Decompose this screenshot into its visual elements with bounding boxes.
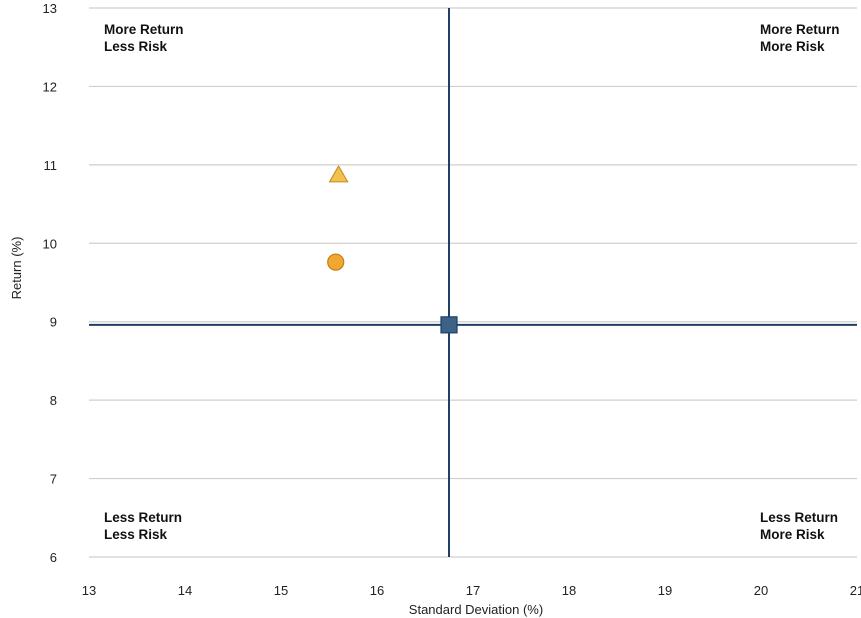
quadrant-label-bottom-right: Less Return More Risk: [760, 510, 838, 542]
y-tick-label-11: 11: [44, 158, 58, 173]
quadrant-bottom-right-line1: Less Return: [760, 510, 838, 525]
quadrant-top-right-line1: More Return: [760, 22, 840, 37]
quadrant-top-left-line2: Less Risk: [104, 39, 168, 54]
x-tick-label-19: 19: [658, 583, 672, 598]
x-tick-label-21: 21: [850, 583, 861, 598]
x-axis-ticks: 13 14 15 16 17 18 19 20 21: [82, 583, 861, 598]
x-tick-label-20: 20: [754, 583, 768, 598]
x-tick-label-18: 18: [562, 583, 576, 598]
y-tick-label-9: 9: [50, 315, 57, 330]
y-tick-label-8: 8: [50, 393, 57, 408]
quadrant-bottom-right-line2: More Risk: [760, 527, 825, 542]
x-tick-label-17: 17: [466, 583, 480, 598]
quadrant-label-bottom-left: Less Return Less Risk: [104, 510, 182, 542]
x-tick-label-15: 15: [274, 583, 288, 598]
quadrant-label-top-left: More Return Less Risk: [104, 22, 184, 54]
y-tick-label-10: 10: [43, 236, 57, 251]
quadrant-bottom-left-line1: Less Return: [104, 510, 182, 525]
x-tick-label-13: 13: [82, 583, 96, 598]
point-triangle-0: [328, 164, 349, 183]
data-points: [327, 164, 458, 334]
quadrant-label-top-right: More Return More Risk: [760, 22, 840, 54]
x-axis-title: Standard Deviation (%): [409, 602, 543, 617]
quadrant-top-right-line2: More Risk: [760, 39, 825, 54]
quadrant-bottom-left-line2: Less Risk: [104, 527, 168, 542]
y-tick-label-6: 6: [50, 550, 57, 565]
gridlines: [89, 7, 857, 558]
x-tick-label-16: 16: [370, 583, 384, 598]
reference-lines: [89, 8, 857, 557]
quadrant-top-left-line1: More Return: [104, 22, 184, 37]
x-tick-label-14: 14: [178, 583, 192, 598]
point-circle-1: [327, 253, 345, 271]
y-tick-label-7: 7: [50, 472, 57, 487]
point-square-2: [440, 316, 458, 334]
y-tick-label-12: 12: [43, 79, 57, 94]
y-axis-title: Return (%): [9, 237, 24, 300]
y-axis-ticks: 6 7 8 9 10 11 12 13: [43, 1, 57, 565]
y-tick-label-13: 13: [43, 1, 57, 16]
